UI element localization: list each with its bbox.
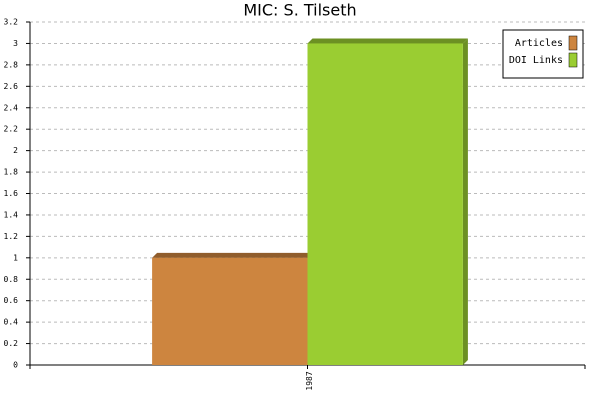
legend-label: DOI Links xyxy=(509,55,563,66)
y-tick-label: 2.6 xyxy=(4,82,19,91)
bar xyxy=(307,43,463,365)
y-tick-label: 0 xyxy=(13,361,18,370)
y-tick-label: 2.2 xyxy=(4,125,19,134)
y-tick-label: 3.2 xyxy=(4,18,19,27)
y-tick-label: 3 xyxy=(13,39,18,48)
y-tick-label: 0.6 xyxy=(4,296,19,305)
y-tick-label: 0.4 xyxy=(4,318,19,327)
bar-top xyxy=(307,38,468,44)
y-tick-label: 2 xyxy=(13,146,18,155)
y-tick-label: 1.2 xyxy=(4,232,19,241)
chart-title: MIC: S. Tilseth xyxy=(243,1,356,20)
y-tick-label: 1.6 xyxy=(4,189,19,198)
legend-swatch xyxy=(568,35,578,51)
bar-top xyxy=(152,252,313,258)
bar-side xyxy=(462,38,468,365)
legend-label: Articles xyxy=(515,38,563,49)
y-tick-label: 0.8 xyxy=(4,275,19,284)
legend-swatch xyxy=(568,52,578,68)
y-tick-label: 1.8 xyxy=(4,168,19,177)
y-tick-label: 1 xyxy=(13,253,18,262)
x-tick-label: 1987 xyxy=(305,371,314,390)
bar xyxy=(152,257,308,365)
y-tick-label: 0.2 xyxy=(4,339,19,348)
y-tick-label: 2.4 xyxy=(4,103,19,112)
y-tick-label: 2.8 xyxy=(4,60,19,69)
y-tick-label: 1.4 xyxy=(4,210,19,219)
